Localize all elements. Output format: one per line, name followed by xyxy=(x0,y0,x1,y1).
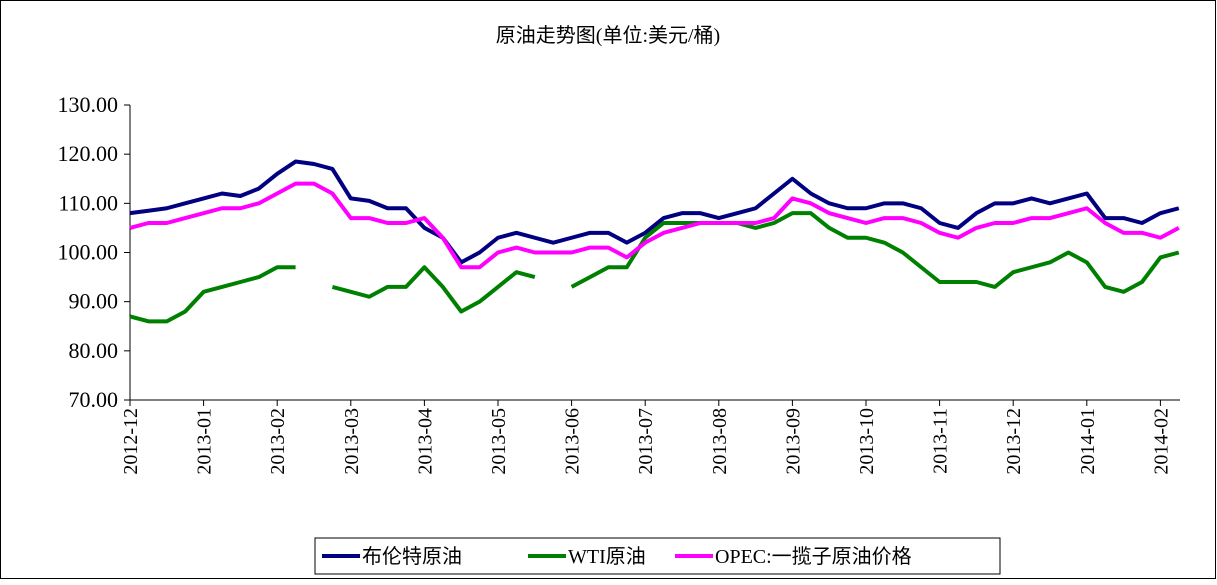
x-tick-label: 2013-05 xyxy=(488,408,510,475)
x-tick-label: 2014-02 xyxy=(1150,408,1172,475)
x-tick-label: 2013-08 xyxy=(709,408,731,475)
y-tick-label: 80.00 xyxy=(69,338,119,363)
y-tick-label: 70.00 xyxy=(69,387,119,412)
x-tick-label: 2013-04 xyxy=(414,408,436,475)
x-tick-label: 2013-12 xyxy=(1003,408,1025,475)
x-tick-label: 2013-02 xyxy=(267,408,289,475)
series-line xyxy=(129,159,1180,265)
x-tick-label: 2013-01 xyxy=(194,408,216,475)
legend-label: 布伦特原油 xyxy=(362,545,462,568)
x-tick-label: 2013-07 xyxy=(635,408,657,475)
y-tick-label: 90.00 xyxy=(69,289,119,314)
x-tick-label: 2014-01 xyxy=(1077,408,1099,475)
y-tick-label: 110.00 xyxy=(58,190,118,215)
x-tick-label: 2012-12 xyxy=(120,408,142,475)
x-tick-label: 2013-10 xyxy=(856,408,878,475)
x-tick-label: 2013-06 xyxy=(562,408,584,475)
legend-box xyxy=(314,537,1001,575)
legend-label: OPEC:一揽子原油价格 xyxy=(715,545,912,568)
series-line xyxy=(129,211,1180,324)
y-tick-label: 100.00 xyxy=(58,240,119,265)
y-tick-label: 130.00 xyxy=(58,92,119,117)
legend-label: WTI原油 xyxy=(568,545,646,568)
series-line xyxy=(129,181,1180,270)
x-tick-label: 2013-11 xyxy=(930,408,952,474)
x-tick-label: 2013-03 xyxy=(341,408,363,475)
x-tick-label: 2013-09 xyxy=(782,408,804,475)
y-tick-label: 120.00 xyxy=(58,141,119,166)
chart-title: 原油走势图(单位:美元/桶) xyxy=(496,24,720,47)
